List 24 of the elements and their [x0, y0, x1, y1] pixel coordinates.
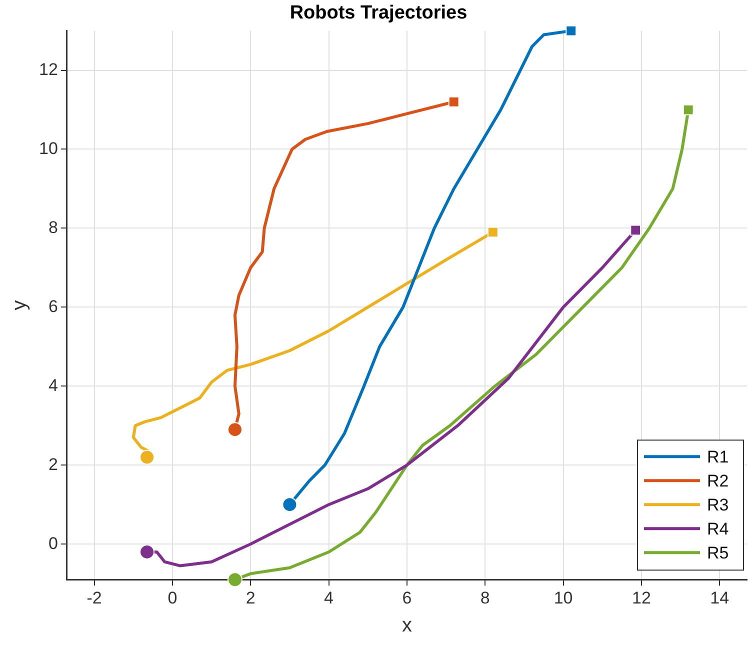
x-tick-label: 14 — [710, 588, 730, 608]
legend-label: R1 — [707, 447, 729, 466]
legend-label: R2 — [707, 471, 729, 490]
y-tick-label: 2 — [48, 454, 58, 474]
y-axis-title: y — [8, 300, 31, 310]
x-axis-title: x — [402, 614, 412, 637]
x-tick-label: 10 — [554, 588, 573, 608]
x-tick-label: -2 — [86, 588, 102, 608]
x-tick-label: 12 — [632, 588, 651, 608]
legend-label: R5 — [707, 543, 729, 562]
x-tick-label: 0 — [168, 588, 178, 608]
x-tick-label: 6 — [402, 588, 412, 608]
y-tick-label: 6 — [48, 296, 58, 316]
legend-label: R3 — [707, 495, 729, 514]
chart-title: Robots Trajectories — [290, 2, 468, 24]
x-tick-label: 2 — [246, 588, 256, 608]
y-tick-label: 8 — [48, 218, 58, 237]
y-tick-label: 4 — [48, 376, 58, 395]
y-tick-label: 0 — [48, 534, 58, 553]
x-tick-label: 8 — [480, 588, 490, 608]
legend-label: R4 — [707, 519, 729, 538]
y-tick-label: 10 — [38, 138, 58, 158]
y-tick-label: 12 — [38, 60, 58, 79]
x-tick-label: 4 — [324, 588, 334, 608]
